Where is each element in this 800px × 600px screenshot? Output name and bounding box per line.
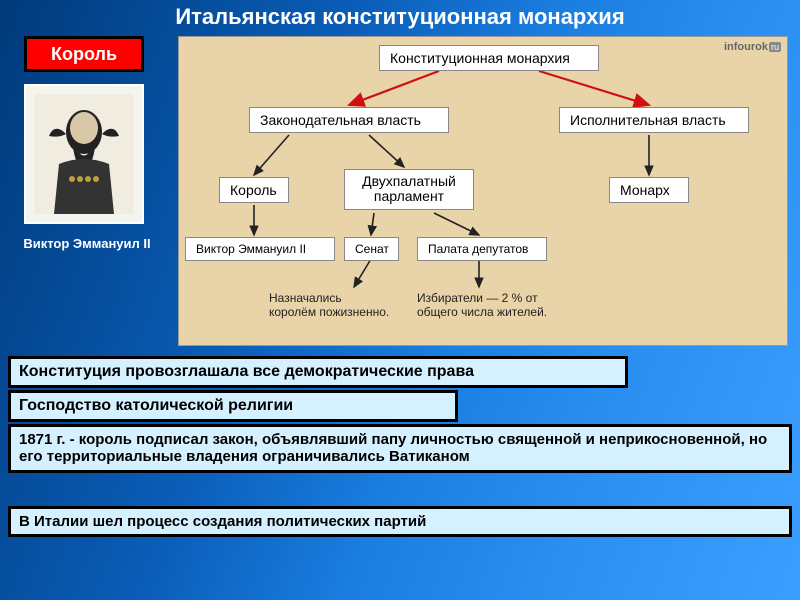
- text-bar-parties: В Италии шел процесс создания политическ…: [8, 506, 792, 537]
- edge-senate-n1: [354, 259, 371, 287]
- note-n1: Назначалиськоролём пожизненно.: [269, 291, 389, 320]
- flowchart-diagram: infourokru Конституционная монархия Закон…: [178, 36, 788, 346]
- node-deputies: Палата депутатов: [417, 237, 547, 261]
- portrait-caption: Виктор Эммануил II: [12, 236, 162, 251]
- node-senate: Сенат: [344, 237, 399, 261]
- watermark: infourokru: [724, 41, 781, 53]
- edge-parl-deputies: [434, 213, 479, 235]
- text-bar-religion: Господство католической религии: [8, 390, 458, 422]
- edge-parl-senate: [371, 213, 374, 235]
- king-label-box: Король: [24, 36, 144, 72]
- node-vict: Виктор Эммануил II: [185, 237, 335, 261]
- node-exec: Исполнительная власть: [559, 107, 749, 133]
- watermark-brand: infourok: [724, 41, 768, 53]
- node-parl: Двухпалатныйпарламент: [344, 169, 474, 210]
- node-leg: Законодательная власть: [249, 107, 449, 133]
- king-label: Король: [51, 44, 117, 65]
- text-bar-1871: 1871 г. - король подписал закон, объявля…: [8, 424, 792, 473]
- note-n2: Избиратели — 2 % отобщего числа жителей.: [417, 291, 547, 320]
- node-monarch: Монарх: [609, 177, 689, 203]
- text-bar-constitution: Конституция провозглашала все демократич…: [8, 356, 628, 388]
- node-king: Король: [219, 177, 289, 203]
- king-portrait: [24, 84, 144, 224]
- edge-root-leg: [349, 71, 439, 105]
- portrait-icon: [34, 94, 134, 214]
- node-root: Конституционная монархия: [379, 45, 599, 71]
- edge-leg-king: [254, 135, 289, 175]
- edge-leg-parl: [369, 135, 404, 167]
- slide-title: Итальянская конституционная монархия: [0, 4, 800, 30]
- watermark-tld: ru: [769, 42, 781, 52]
- edge-root-exec: [539, 71, 649, 105]
